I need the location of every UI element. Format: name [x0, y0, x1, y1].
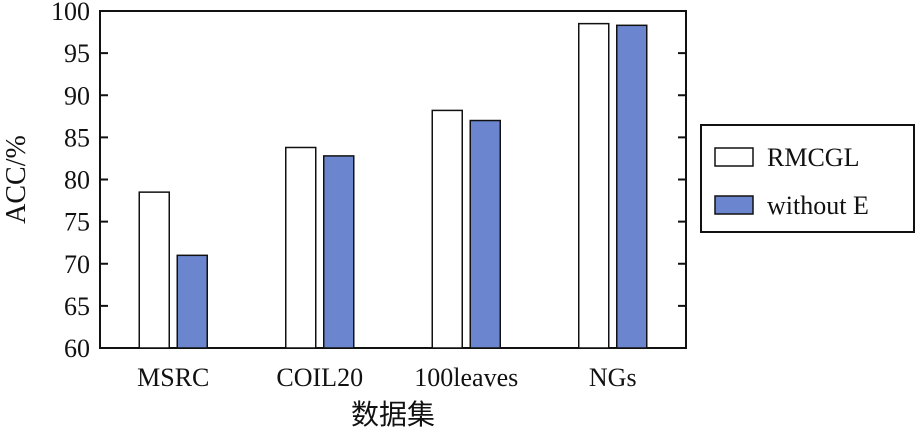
legend: RMCGL without E [700, 124, 915, 233]
x-axis: MSRC COIL20 100leaves NGs [137, 363, 636, 392]
legend-label-rmcgl: RMCGL [767, 143, 859, 172]
bar-without-e [176, 254, 208, 349]
x-tick-label: MSRC [137, 363, 209, 392]
bar-rmcgl [431, 109, 463, 349]
x-axis-title: 数据集 [351, 399, 435, 430]
x-tick-label: NGs [589, 363, 637, 392]
legend-label-without-e: without E [767, 191, 869, 220]
y-tick-label: 80 [64, 166, 90, 195]
y-tick-label: 85 [64, 123, 90, 152]
y-tick-label: 75 [64, 208, 90, 237]
bar-without-e [323, 155, 355, 349]
y-tick-label: 60 [64, 334, 90, 363]
y-tick-label: 95 [64, 39, 90, 68]
y-tick-label: 100 [51, 0, 90, 26]
y-tick-label: 70 [64, 250, 90, 279]
legend-swatch-without-e [714, 195, 754, 215]
x-tick-label: COIL20 [276, 363, 363, 392]
x-tick-label: 100leaves [414, 363, 518, 392]
bar-without-e [616, 24, 648, 349]
bar-rmcgl [285, 146, 317, 349]
y-tick-label: 90 [64, 81, 90, 110]
bar-without-e [469, 119, 501, 349]
y-tick-label: 65 [64, 292, 90, 321]
bar-rmcgl [578, 22, 610, 349]
bars [138, 22, 648, 349]
y-axis: 60 65 70 75 80 85 90 95 100 [51, 0, 686, 363]
bar-rmcgl [138, 191, 170, 349]
y-axis-title: ACC/% [1, 135, 32, 224]
legend-swatch-rmcgl [714, 147, 754, 167]
